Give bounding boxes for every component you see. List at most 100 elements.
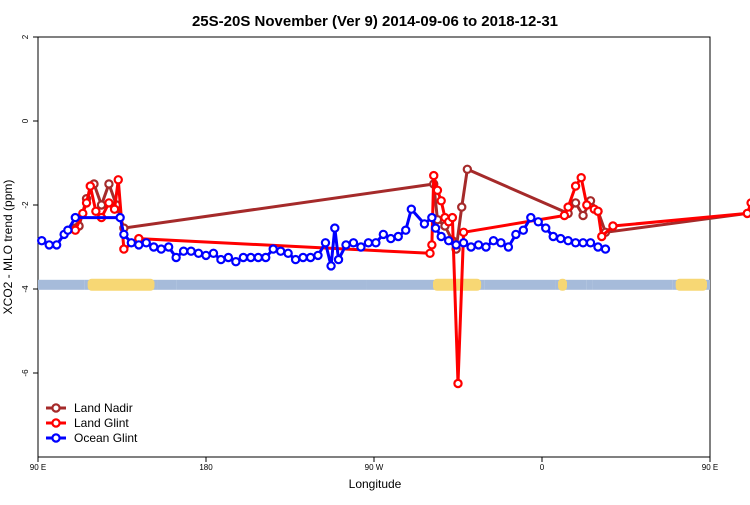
data-point-ocean-glint [238,252,249,263]
data-point-ocean-glint [193,248,204,258]
data-point-land-glint [78,208,88,219]
data-point-ocean-glint [119,229,129,240]
data-point-land-glint [436,196,446,206]
data-point-ocean-glint [298,252,308,263]
data-point-ocean-glint [443,235,454,246]
data-point-ocean-glint [63,225,73,235]
data-point-ocean-glint [283,248,293,258]
data-point-ocean-glint [578,238,588,248]
data-point-ocean-glint [526,212,536,223]
data-point-land-glint [453,378,463,389]
data-point-ocean-glint [134,240,144,250]
data-point-land-glint [109,204,120,214]
data-point-ocean-glint [186,246,196,256]
legend-marker-ocean-glint [51,433,61,443]
data-point-ocean-glint [231,257,241,267]
data-point-ocean-glint [570,238,581,248]
y-tick-label: 0 [21,118,30,123]
data-point-ocean-glint [466,242,476,252]
chart-title: 25S-20S November (Ver 9) 2014-09-06 to 2… [192,13,558,30]
data-point-land-glint [81,198,92,208]
data-point-land-glint [104,198,114,208]
axes: 2 0 -2 -4 -6 90 E 180 90 W 0 90 E [21,34,718,472]
y-tick-label: -2 [21,201,30,209]
data-point-land-glint [91,206,101,216]
data-point-ocean-glint [348,238,359,248]
data-point-land-nadir [457,202,467,212]
data-point-ocean-glint [496,238,506,248]
data-point-land-glint [608,221,618,231]
legend-item-land-glint: Land Glint [46,416,129,430]
data-point-ocean-glint [503,242,514,252]
data-point-land-nadir [578,210,588,221]
mask-segment-land [433,278,482,291]
y-axis-label: XCO2 - MLO trend (ppm) [1,180,15,315]
data-point-ocean-glint [149,242,159,252]
data-point-ocean-glint [156,244,166,254]
series-ocean-glint [37,204,611,271]
data-point-land-glint [576,172,586,183]
data-point-ocean-glint [541,223,551,233]
data-point-land-glint [559,210,570,221]
data-point-land-glint [432,185,443,195]
x-tick-label: 90 E [702,463,718,472]
data-point-land-glint [447,212,458,223]
mask-segment-ocean [157,279,177,290]
data-point-ocean-glint [326,261,336,271]
data-point-ocean-glint [171,252,181,263]
data-point-ocean-glint [208,248,219,258]
data-point-ocean-glint [253,252,263,263]
x-tick-label: 90 W [365,463,384,472]
mask-segment-land [675,278,707,291]
mask-segment-ocean [484,279,556,290]
data-point-ocean-glint [141,238,151,248]
data-point-ocean-glint [473,240,484,250]
x-tick-label: 0 [540,463,545,472]
data-point-ocean-glint [51,240,62,250]
data-point-ocean-glint [333,254,344,265]
data-point-ocean-glint [70,212,81,223]
data-point-land-glint [119,244,129,254]
data-point-ocean-glint [386,233,396,244]
y-tick-label: -4 [21,285,30,293]
data-point-land-glint [85,181,95,191]
data-point-land-nadir [570,198,581,208]
legend-item-land-nadir: Land Nadir [46,401,133,415]
data-point-ocean-glint [533,217,543,227]
mask-segment-ocean [570,279,587,290]
series-layer [37,164,750,389]
series-land-glint [70,170,750,389]
data-point-ocean-glint [115,212,125,223]
mask-segment-land [558,278,567,291]
mask-segment-ocean [38,279,85,290]
data-point-ocean-glint [363,238,374,248]
data-point-ocean-glint [216,254,226,265]
data-point-ocean-glint [37,235,47,246]
data-point-ocean-glint [600,244,611,254]
data-point-land-glint [113,175,123,185]
data-point-land-glint [597,231,607,242]
data-point-ocean-glint [511,229,521,240]
data-point-ocean-glint [261,252,271,263]
land-mask-band [38,278,710,291]
mask-segment-ocean [366,279,430,290]
data-point-ocean-glint [201,250,211,261]
data-point-ocean-glint [548,231,558,242]
data-point-ocean-glint [488,235,499,246]
legend-label-ocean-glint: Ocean Glint [74,431,138,445]
x-tick-label: 90 E [30,463,46,472]
data-point-ocean-glint [436,231,446,242]
data-point-land-glint [458,227,469,237]
data-point-ocean-glint [313,250,323,261]
data-point-land-glint [742,208,750,219]
data-point-ocean-glint [246,252,256,263]
data-point-ocean-glint [356,242,366,252]
mask-segment-land [87,278,155,291]
data-point-ocean-glint [290,254,301,265]
data-point-ocean-glint [481,242,491,252]
mask-segment-ocean [626,279,673,290]
legend-label-land-glint: Land Glint [74,416,129,430]
data-point-ocean-glint [44,240,54,250]
